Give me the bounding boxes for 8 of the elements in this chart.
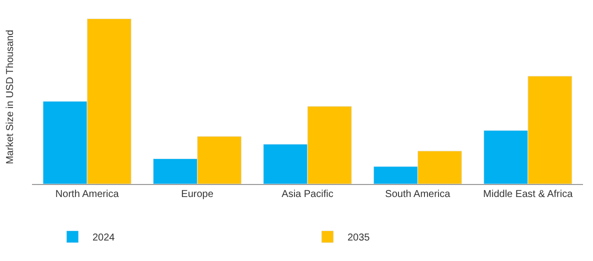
x-tick-label: Asia Pacific [282,189,334,200]
x-tick-label: South America [385,189,451,200]
x-tick-label: Europe [181,189,214,200]
legend-label: 2024 [92,232,116,244]
x-tick-label: North America [55,189,120,200]
y-axis-title: Market Size in USD Thousand [5,30,16,164]
legend-label: 2035 [348,232,370,244]
x-tick-label: Middle East & Africa [483,189,574,200]
